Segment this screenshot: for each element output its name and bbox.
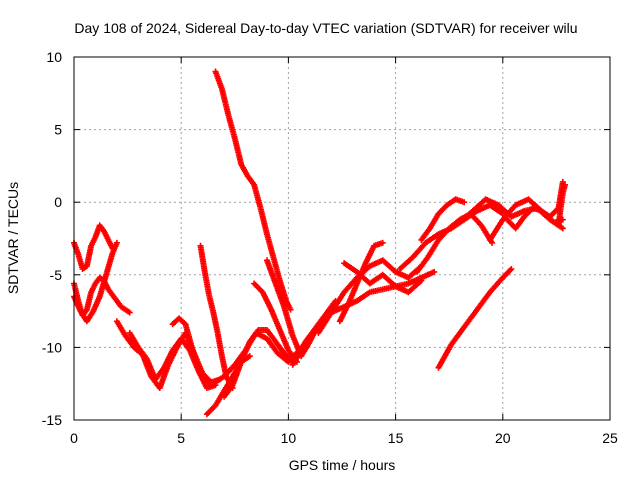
y-tick-label: 10 xyxy=(46,49,62,65)
x-tick-label: 10 xyxy=(281,430,297,446)
x-tick-label: 5 xyxy=(177,430,185,446)
data-point xyxy=(508,265,515,272)
plot-frame xyxy=(73,56,611,421)
data-point xyxy=(287,306,294,313)
data-point xyxy=(126,309,133,316)
series-track-12 xyxy=(251,280,300,365)
x-tick-label: 15 xyxy=(388,430,404,446)
y-tick-label: -10 xyxy=(42,339,62,355)
series-track-21 xyxy=(435,265,515,371)
tick-labels: 0 5 10 15 20 25 -15 -10 -5 0 5 10 xyxy=(42,49,618,446)
data-point xyxy=(113,239,120,246)
data-point xyxy=(559,225,566,232)
x-tick-label: 0 xyxy=(70,430,78,446)
x-tick-label: 25 xyxy=(602,430,618,446)
data-point xyxy=(461,199,468,206)
series-track-17 xyxy=(341,260,425,296)
chart-title: Day 108 of 2024, Sidereal Day-to-day VTE… xyxy=(74,20,577,36)
y-tick-label: -15 xyxy=(42,412,62,428)
data-points xyxy=(71,68,568,418)
series-track-25 xyxy=(555,181,568,229)
y-axis-label: SDTVAR / TECUs xyxy=(5,182,21,294)
series-track-6 xyxy=(169,315,215,389)
series-track-15 xyxy=(315,257,425,336)
series-track-11 xyxy=(212,68,294,313)
series-track-20 xyxy=(418,196,468,243)
data-point xyxy=(418,277,425,284)
data-point xyxy=(431,268,438,275)
axis-ticks xyxy=(73,56,611,421)
series-track-10 xyxy=(221,326,305,400)
data-point xyxy=(208,382,215,389)
series-track-16 xyxy=(336,239,386,325)
x-tick-label: 20 xyxy=(495,430,511,446)
data-point xyxy=(379,239,386,246)
x-axis-label: GPS time / hours xyxy=(289,457,396,473)
y-tick-label: -5 xyxy=(50,267,63,283)
data-point xyxy=(246,353,253,360)
y-tick-label: 0 xyxy=(54,194,62,210)
data-point xyxy=(561,181,568,188)
grid-lines xyxy=(74,57,610,420)
y-tick-label: 5 xyxy=(54,122,62,138)
